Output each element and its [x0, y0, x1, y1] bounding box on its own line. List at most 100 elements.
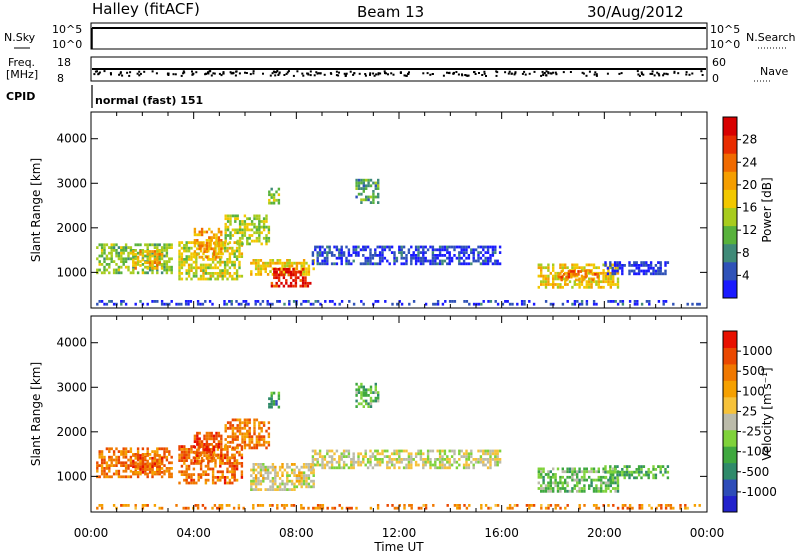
rti-cell [153, 261, 157, 265]
rti-cell [190, 246, 193, 250]
rti-cell [470, 248, 473, 252]
rti-cell [185, 255, 188, 258]
rti-cell [595, 504, 598, 507]
rti-cell [248, 222, 251, 226]
rti-cell [369, 405, 373, 408]
rti-cell [216, 252, 220, 256]
rti-cell [453, 248, 456, 252]
rti-cell [395, 458, 399, 461]
freq-label-line1: Freq. [8, 56, 35, 69]
rti-cell [228, 459, 232, 462]
rti-cell [238, 443, 242, 447]
rti-cell [451, 300, 454, 303]
rti-cell [115, 469, 118, 473]
rti-cell [252, 504, 255, 507]
rti-cell [554, 504, 557, 507]
rti-cell [583, 475, 586, 479]
rti-cell [108, 464, 111, 467]
rti-cell [659, 264, 662, 267]
rti-cell [301, 276, 305, 280]
rti-cell [205, 230, 209, 234]
rti-cell [576, 489, 579, 493]
rti-cell [236, 418, 239, 422]
rti-cell [496, 449, 499, 453]
rti-cell [236, 242, 239, 246]
rti-cell [117, 265, 121, 269]
rti-cell [381, 256, 384, 260]
rti-cell [136, 465, 140, 469]
rti-cell [122, 450, 125, 453]
rti-cell [684, 504, 687, 507]
rti-cell [134, 302, 137, 306]
rti-cell [374, 251, 377, 254]
rti-cell [446, 251, 449, 254]
rti-cell [215, 443, 218, 446]
rti-cell [139, 252, 142, 256]
rti-cell [347, 466, 351, 470]
rti-cell [271, 465, 275, 469]
rti-cell [231, 234, 235, 237]
rti-cell [233, 255, 236, 258]
rti-cell [248, 435, 251, 439]
rti-cell [134, 264, 137, 267]
rti-cell [286, 264, 289, 268]
rti-cell [604, 470, 607, 474]
rti-cell [410, 466, 413, 470]
rti-cell [618, 261, 622, 264]
rti-cell [248, 440, 251, 444]
rti-cell [606, 266, 610, 270]
rti-cell [277, 187, 281, 191]
rti-cell [333, 506, 337, 510]
rti-cell [246, 239, 249, 243]
rti-cell [183, 249, 186, 253]
nave-dot [109, 72, 112, 75]
rti-cell [297, 276, 300, 280]
rti-cell [158, 447, 161, 451]
rti-cell [335, 460, 339, 464]
rti-cell [377, 187, 380, 190]
rti-cell [374, 300, 377, 303]
rti-cell [271, 482, 275, 486]
rti-cell [286, 261, 289, 265]
rti-cell [120, 453, 123, 456]
rti-cell [540, 263, 543, 267]
nave-dot [407, 73, 410, 75]
rti-cell [585, 467, 588, 471]
rti-cell [588, 280, 591, 284]
rti-cell [96, 467, 99, 470]
rti-cell [616, 285, 620, 289]
rti-cell [549, 504, 553, 507]
rti-cell [231, 435, 235, 439]
rti-cell [388, 455, 391, 458]
rti-cell [288, 488, 291, 491]
rti-cell [407, 452, 411, 456]
rti-cell [253, 225, 256, 229]
rti-cell [168, 302, 171, 306]
rti-cell [134, 252, 137, 256]
rti-cell [248, 446, 251, 450]
rti-cell [542, 478, 545, 482]
rti-cell [271, 302, 274, 306]
rti-cell [272, 201, 276, 205]
rti-cell [369, 506, 373, 510]
rti-cell [576, 478, 579, 482]
rti-cell [220, 506, 224, 510]
rti-cell [323, 251, 327, 254]
rti-cell [583, 470, 586, 474]
rti-cell [100, 458, 104, 462]
rti-cell [302, 479, 306, 483]
nave-dot [636, 70, 639, 73]
rti-cell [378, 245, 382, 249]
nave-dot [485, 75, 487, 77]
rti-cell [357, 184, 361, 188]
rti-cell [616, 489, 620, 493]
rti-cell [231, 453, 234, 457]
rti-cell [462, 452, 466, 456]
rti-cell [417, 245, 420, 249]
rti-cell [238, 239, 242, 243]
nave-dot [283, 74, 286, 76]
rti-cell [190, 266, 193, 270]
rti-cell [369, 458, 372, 461]
rti-cell [153, 252, 157, 256]
rti-cell [223, 274, 227, 278]
